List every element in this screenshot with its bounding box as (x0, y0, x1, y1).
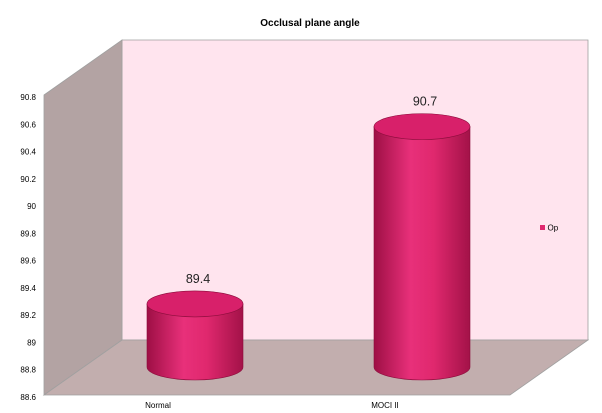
y-tick-label: 89 (27, 338, 36, 347)
y-tick-label: 89.4 (20, 284, 36, 293)
x-axis: Normal MOCI II (145, 401, 399, 410)
bar-body (373, 126, 471, 381)
legend-swatch-op (540, 225, 545, 230)
x-tick-label: Normal (145, 401, 171, 410)
bar-cylinder (146, 290, 244, 381)
y-tick-label: 89.2 (20, 311, 36, 320)
chart-title: Occlusal plane angle (260, 18, 360, 29)
data-label: 89.4 (186, 272, 210, 286)
bar-top (373, 113, 471, 140)
x-tick-label: MOCI II (371, 401, 399, 410)
y-tick-label: 88.8 (20, 366, 36, 375)
bar-cylinder (373, 113, 471, 381)
legend-label-op: Op (548, 224, 559, 233)
bars: 89.4 90.7 (146, 95, 471, 381)
legend: Op (540, 224, 559, 233)
chart-side-wall (43, 39, 123, 396)
y-tick-label: 90.2 (20, 175, 36, 184)
y-tick-label: 88.6 (20, 393, 36, 402)
bar-top (146, 290, 244, 318)
y-tick-label: 90.6 (20, 120, 36, 129)
data-label: 90.7 (413, 95, 437, 109)
chart-floor (42, 339, 590, 396)
y-tick-label: 89.6 (20, 257, 36, 266)
y-tick-label: 90.4 (20, 148, 36, 157)
bar-body (146, 303, 244, 381)
y-axis: 88.6 88.8 89 89.2 89.4 89.6 89.8 90 90.2 90.4 90.6… (20, 93, 36, 402)
y-tick-label: 90 (27, 202, 36, 211)
y-tick-label: 90.8 (20, 93, 36, 102)
y-tick-label: 89.8 (20, 229, 36, 238)
